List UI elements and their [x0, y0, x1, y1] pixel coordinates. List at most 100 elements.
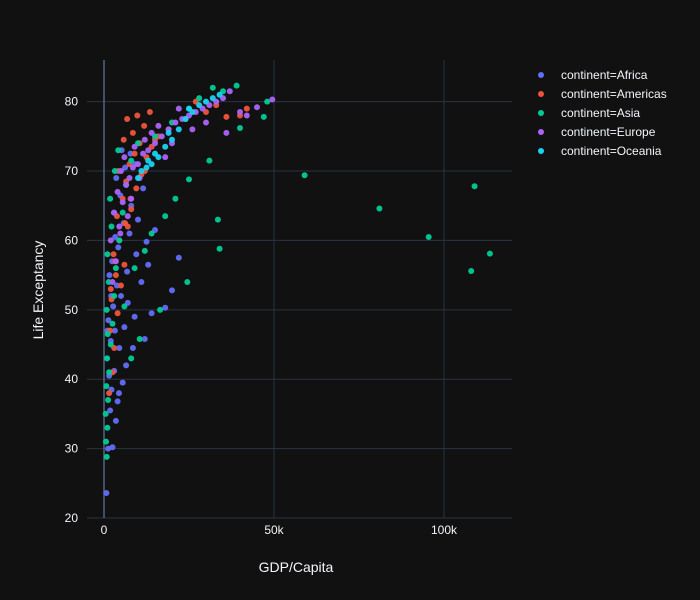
- data-point: [135, 174, 141, 181]
- legend-marker: [538, 110, 544, 116]
- data-point: [103, 490, 110, 497]
- data-point: [254, 104, 260, 111]
- x-tick-label: 0: [101, 523, 108, 537]
- data-point: [140, 150, 147, 157]
- data-point: [124, 268, 131, 275]
- data-point: [102, 410, 109, 417]
- data-point: [111, 209, 118, 216]
- data-point: [107, 195, 114, 202]
- data-point: [189, 126, 196, 133]
- data-point: [110, 251, 117, 258]
- data-point: [209, 95, 216, 102]
- data-point: [109, 444, 116, 451]
- data-point: [148, 129, 155, 136]
- data-point: [157, 306, 164, 313]
- data-point: [103, 383, 110, 390]
- data-point: [131, 265, 138, 272]
- data-point: [145, 261, 152, 268]
- data-point: [107, 237, 114, 244]
- data-point: [112, 233, 119, 240]
- data-point: [123, 181, 130, 188]
- data-point: [134, 112, 141, 119]
- data-point: [172, 119, 179, 126]
- data-point: [165, 129, 172, 136]
- y-tick-label: 50: [65, 303, 79, 317]
- data-points: [102, 82, 493, 497]
- data-point: [103, 306, 110, 313]
- data-point: [128, 157, 135, 164]
- y-tick-label: 80: [65, 95, 79, 109]
- data-point: [122, 164, 129, 171]
- data-point: [145, 157, 152, 164]
- data-point: [122, 220, 129, 227]
- data-point: [196, 95, 203, 102]
- data-point: [103, 438, 110, 445]
- data-point: [135, 216, 141, 223]
- data-point: [124, 115, 131, 122]
- data-point: [182, 115, 189, 122]
- data-point: [468, 267, 475, 274]
- data-point: [119, 379, 126, 386]
- data-point: [133, 185, 140, 192]
- data-point: [143, 238, 150, 245]
- legend-entry: continent=Oceania: [561, 144, 662, 158]
- y-tick-label: 60: [65, 233, 79, 247]
- legend-marker: [538, 129, 544, 135]
- data-point: [141, 247, 148, 254]
- legend-entry: continent=Africa: [561, 68, 648, 82]
- data-point: [301, 172, 308, 179]
- legend: continent=Africa continent=Americas contin…: [538, 68, 667, 158]
- data-point: [112, 417, 119, 424]
- data-point: [128, 206, 135, 213]
- data-point: [264, 98, 271, 105]
- data-point: [120, 136, 127, 143]
- data-point: [169, 287, 175, 294]
- data-point: [119, 209, 126, 216]
- data-point: [116, 223, 123, 230]
- legend-entry: continent=Americas: [561, 87, 667, 101]
- data-point: [141, 335, 148, 342]
- data-point: [129, 129, 136, 136]
- legend-marker: [538, 91, 544, 97]
- data-point: [112, 265, 119, 272]
- data-point: [237, 125, 243, 132]
- data-point: [133, 251, 140, 258]
- data-point: [223, 129, 230, 136]
- data-point: [140, 185, 147, 192]
- data-point: [121, 154, 128, 161]
- data-point: [114, 310, 121, 317]
- data-point: [243, 112, 250, 119]
- data-point: [112, 272, 119, 279]
- data-point: [129, 344, 136, 351]
- data-point: [109, 279, 116, 286]
- data-point: [128, 195, 135, 202]
- data-point: [141, 122, 148, 129]
- y-tick-label: 40: [65, 372, 79, 386]
- data-point: [203, 98, 209, 105]
- data-point: [471, 183, 478, 190]
- x-tick-label: 50k: [264, 523, 284, 537]
- data-point: [106, 272, 113, 279]
- data-point: [106, 390, 113, 397]
- data-point: [118, 168, 124, 175]
- data-point: [148, 310, 155, 317]
- x-tick-label: 100k: [431, 523, 458, 537]
- data-point: [233, 82, 240, 89]
- data-point: [152, 150, 158, 157]
- data-point: [131, 143, 138, 150]
- data-point: [126, 174, 133, 181]
- data-point: [105, 317, 112, 324]
- data-point: [128, 355, 135, 362]
- data-point: [117, 230, 124, 237]
- data-point: [115, 244, 122, 251]
- data-point: [196, 102, 203, 109]
- data-point: [152, 140, 158, 147]
- data-point: [269, 96, 276, 103]
- data-point: [104, 251, 111, 258]
- data-point: [108, 223, 115, 230]
- data-point: [116, 237, 123, 244]
- axis-ticks: 20 30 40 50 60 70 80 0 50k 100k: [65, 95, 458, 537]
- data-point: [237, 109, 243, 116]
